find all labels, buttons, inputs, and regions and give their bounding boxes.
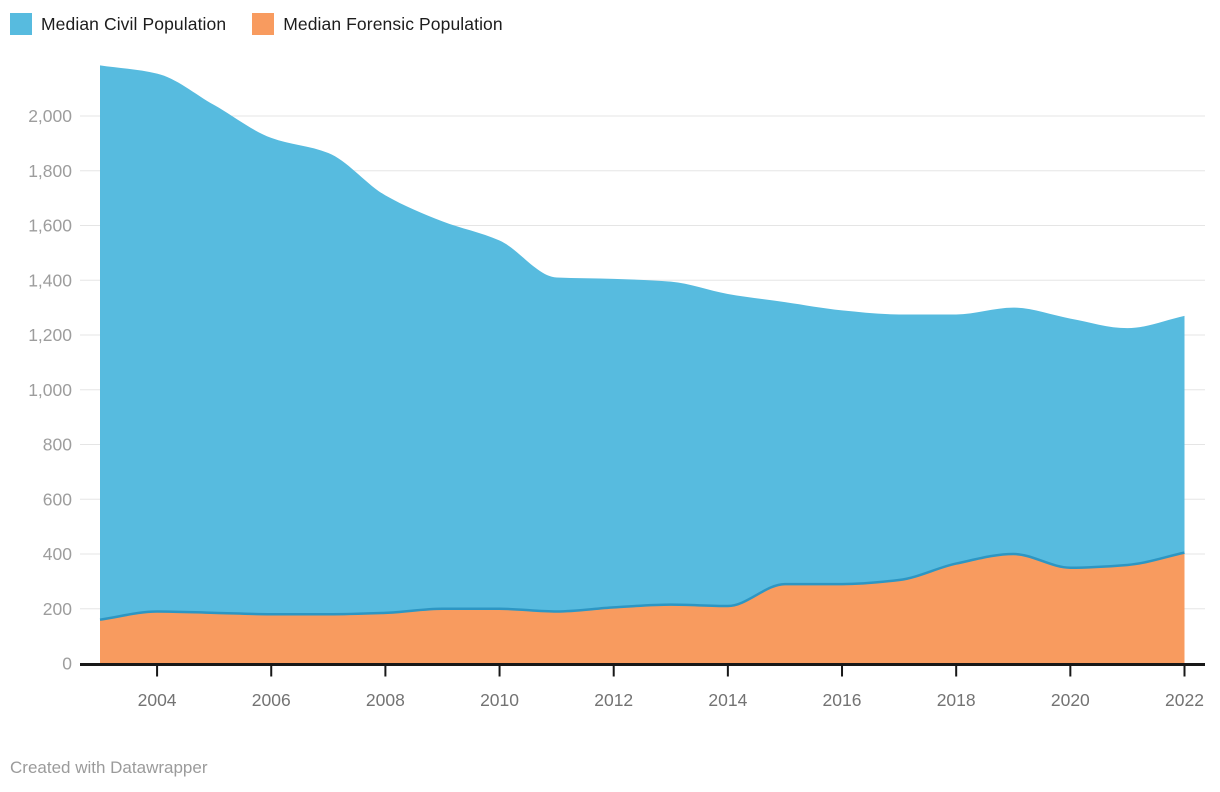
y-axis-tick-label: 1,400 xyxy=(28,270,72,290)
y-axis-tick-label: 1,200 xyxy=(28,325,72,345)
y-axis-tick-label: 200 xyxy=(43,599,72,619)
legend-label-civil: Median Civil Population xyxy=(41,13,227,34)
x-axis-tick-label: 2010 xyxy=(480,690,519,710)
x-axis-tick-label: 2022 xyxy=(1165,690,1204,710)
x-axis-tick-label: 2014 xyxy=(708,690,747,710)
legend-item-civil: Median Civil Population xyxy=(10,13,226,35)
x-axis-tick-label: 2016 xyxy=(823,690,862,710)
forensic-boundary-line xyxy=(99,551,1185,621)
x-axis-tick-label: 2020 xyxy=(1051,690,1090,710)
y-axis-tick-label: 1,000 xyxy=(28,380,72,400)
civil-population-area xyxy=(100,65,1185,664)
y-axis-tick-label: 400 xyxy=(43,544,72,564)
x-axis-tick-label: 2008 xyxy=(366,690,405,710)
y-axis-tick-label: 1,600 xyxy=(28,216,72,236)
legend: Median Civil Population Median Forensic … xyxy=(10,13,503,35)
y-axis-tick-label: 0 xyxy=(62,654,72,674)
x-axis-tick-label: 2018 xyxy=(937,690,976,710)
y-axis-tick-label: 2,000 xyxy=(28,106,72,126)
attribution: Created with Datawrapper xyxy=(10,758,208,777)
forensic-swatch-icon xyxy=(252,13,275,35)
x-axis-tick-label: 2004 xyxy=(138,690,177,710)
legend-label-forensic: Median Forensic Population xyxy=(283,13,503,34)
y-axis-tick-label: 600 xyxy=(43,489,72,509)
y-axis-tick-label: 1,800 xyxy=(28,161,72,181)
x-axis-tick-label: 2006 xyxy=(252,690,291,710)
y-axis-tick-label: 800 xyxy=(43,435,72,455)
forensic-population-area xyxy=(100,552,1185,664)
legend-item-forensic: Median Forensic Population xyxy=(252,13,503,35)
x-axis-tick-label: 2012 xyxy=(594,690,633,710)
civil-swatch-icon xyxy=(10,13,32,35)
